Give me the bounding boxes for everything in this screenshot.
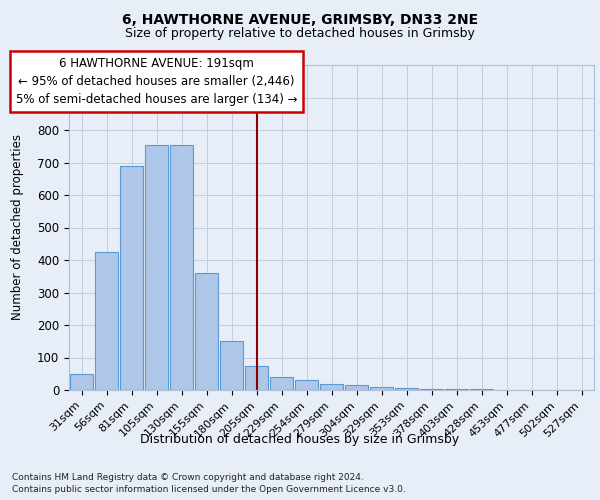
Bar <box>145 144 169 390</box>
Bar <box>419 389 443 390</box>
Bar <box>295 380 319 390</box>
Text: Contains HM Land Registry data © Crown copyright and database right 2024.: Contains HM Land Registry data © Crown c… <box>12 472 364 482</box>
Bar <box>70 374 94 390</box>
Bar <box>245 366 268 390</box>
Bar <box>269 377 293 390</box>
Bar <box>395 388 418 390</box>
Bar <box>344 385 368 390</box>
Text: Size of property relative to detached houses in Grimsby: Size of property relative to detached ho… <box>125 28 475 40</box>
Bar <box>220 341 244 390</box>
Text: 6, HAWTHORNE AVENUE, GRIMSBY, DN33 2NE: 6, HAWTHORNE AVENUE, GRIMSBY, DN33 2NE <box>122 12 478 26</box>
Text: 6 HAWTHORNE AVENUE: 191sqm
← 95% of detached houses are smaller (2,446)
5% of se: 6 HAWTHORNE AVENUE: 191sqm ← 95% of deta… <box>16 56 297 106</box>
Text: Distribution of detached houses by size in Grimsby: Distribution of detached houses by size … <box>140 432 460 446</box>
Bar <box>170 144 193 390</box>
Bar <box>194 273 218 390</box>
Bar <box>119 166 143 390</box>
Text: Contains public sector information licensed under the Open Government Licence v3: Contains public sector information licen… <box>12 485 406 494</box>
Bar <box>95 252 118 390</box>
Y-axis label: Number of detached properties: Number of detached properties <box>11 134 24 320</box>
Bar <box>320 384 343 390</box>
Bar <box>370 387 394 390</box>
